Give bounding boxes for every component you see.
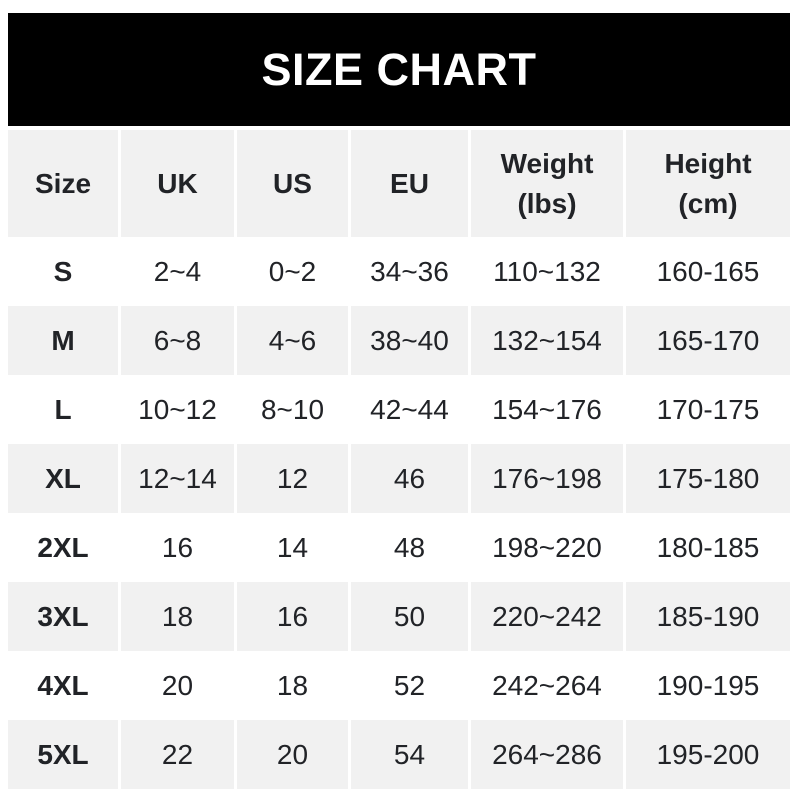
cell-eu: 54	[351, 720, 468, 789]
cell-height: 180-185	[656, 531, 760, 563]
size-chart-title: SIZE CHART	[261, 43, 537, 95]
column-header-height: Height (cm)	[626, 130, 790, 237]
cell-weight: 154~176	[492, 393, 602, 425]
cell-us: 8~10	[260, 393, 325, 425]
cell-size: 3XL	[8, 582, 118, 651]
cell-size: 2XL	[37, 531, 89, 563]
cell-us: 4~6	[237, 306, 348, 375]
cell-us: 20	[237, 720, 348, 789]
cell-weight: 242~264	[492, 669, 602, 701]
cell-size: 4XL	[37, 669, 89, 701]
cell-weight: 220~242	[471, 582, 623, 651]
cell-height: 170-175	[656, 393, 760, 425]
size-table: Size UK US EU Weight (lbs) Height (cm) S…	[8, 130, 790, 789]
cell-height: 185-190	[626, 582, 790, 651]
cell-eu: 48	[393, 531, 426, 563]
column-header-us: US	[237, 130, 348, 237]
table-row-4xl: 4XL 20 18 52 242~264 190-195	[8, 651, 790, 720]
cell-uk: 20	[161, 669, 194, 701]
cell-eu: 34~36	[370, 255, 449, 287]
cell-height: 160-165	[656, 255, 760, 287]
column-header-weight: Weight (lbs)	[471, 130, 623, 237]
cell-uk: 22	[121, 720, 234, 789]
cell-height: 165-170	[626, 306, 790, 375]
cell-height: 190-195	[656, 669, 760, 701]
cell-us: 12	[237, 444, 348, 513]
cell-eu: 52	[393, 669, 426, 701]
table-row-l: L 10~12 8~10 42~44 154~176 170-175	[8, 375, 790, 444]
cell-size: XL	[8, 444, 118, 513]
cell-eu: 38~40	[351, 306, 468, 375]
cell-uk: 6~8	[121, 306, 234, 375]
cell-us: 18	[276, 669, 309, 701]
table-header-row: Size UK US EU Weight (lbs) Height (cm)	[8, 130, 790, 237]
cell-size: L	[54, 393, 72, 425]
cell-weight: 198~220	[492, 531, 602, 563]
cell-us: 14	[276, 531, 309, 563]
table-row-s: S 2~4 0~2 34~36 110~132 160-165	[8, 237, 790, 306]
cell-uk: 16	[161, 531, 194, 563]
table-row-2xl: 2XL 16 14 48 198~220 180-185	[8, 513, 790, 582]
cell-us: 16	[237, 582, 348, 651]
table-row-xl: XL 12~14 12 46 176~198 175-180	[8, 444, 790, 513]
cell-size: M	[8, 306, 118, 375]
cell-us: 0~2	[268, 255, 317, 287]
column-header-eu: EU	[351, 130, 468, 237]
cell-weight: 132~154	[471, 306, 623, 375]
cell-height: 195-200	[626, 720, 790, 789]
cell-weight: 264~286	[471, 720, 623, 789]
cell-size: S	[53, 255, 73, 287]
cell-uk: 2~4	[153, 255, 202, 287]
cell-weight: 110~132	[493, 255, 601, 287]
cell-eu: 42~44	[370, 393, 449, 425]
cell-eu: 46	[351, 444, 468, 513]
cell-uk: 18	[121, 582, 234, 651]
table-row-m: M 6~8 4~6 38~40 132~154 165-170	[8, 306, 790, 375]
cell-uk: 10~12	[138, 393, 217, 425]
size-chart-banner: SIZE CHART	[8, 13, 790, 126]
table-row-5xl: 5XL 22 20 54 264~286 195-200	[8, 720, 790, 789]
cell-eu: 50	[351, 582, 468, 651]
table-row-3xl: 3XL 18 16 50 220~242 185-190	[8, 582, 790, 651]
cell-weight: 176~198	[471, 444, 623, 513]
column-header-size: Size	[8, 130, 118, 237]
cell-height: 175-180	[626, 444, 790, 513]
cell-size: 5XL	[8, 720, 118, 789]
cell-uk: 12~14	[121, 444, 234, 513]
column-header-uk: UK	[121, 130, 234, 237]
